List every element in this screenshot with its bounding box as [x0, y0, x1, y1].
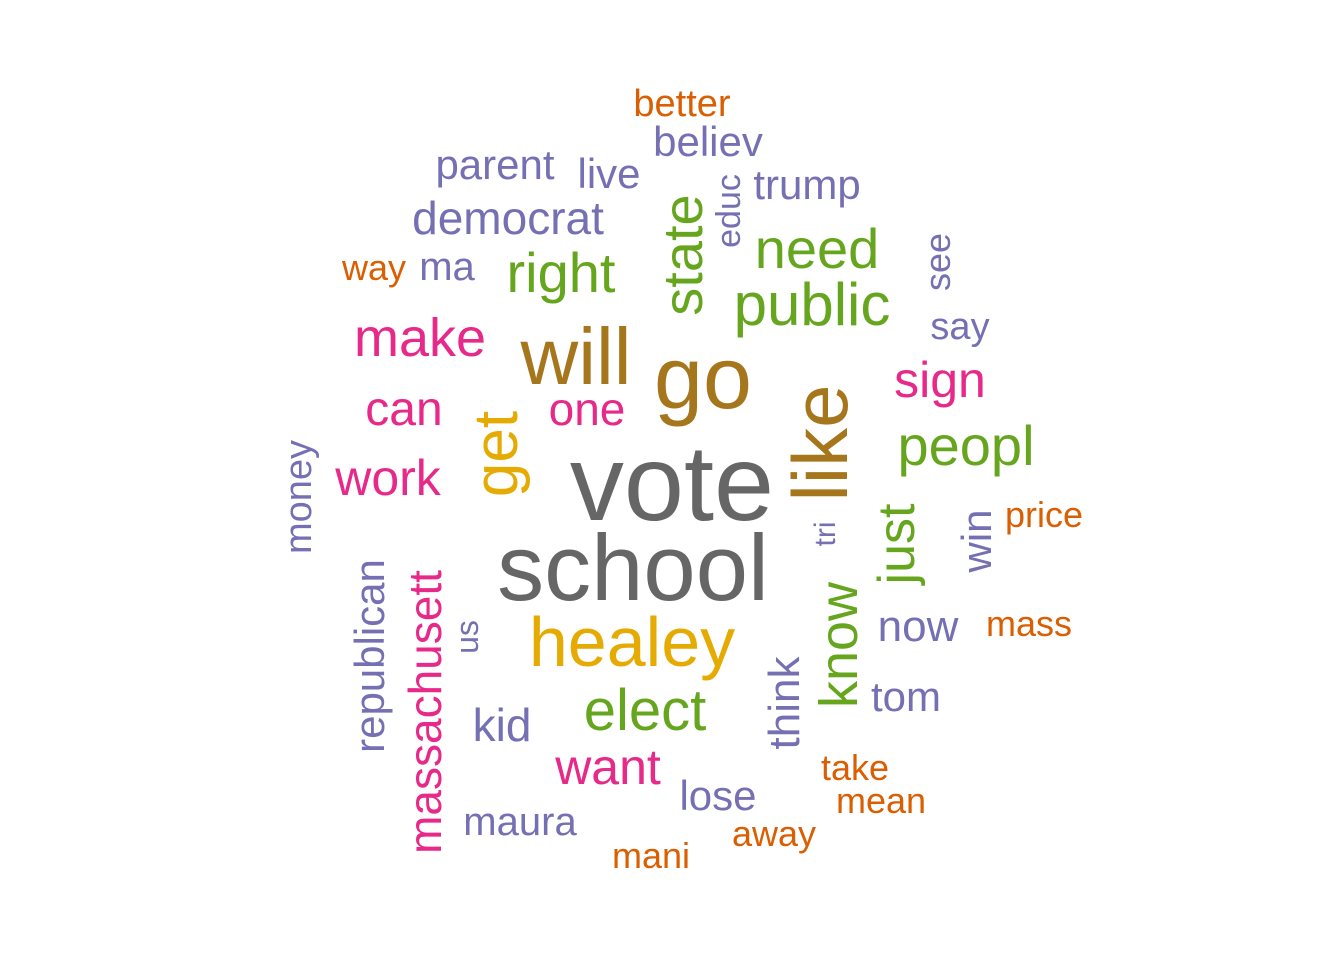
word-mani: mani [611, 835, 691, 876]
word-need: need [754, 217, 880, 280]
word-better: better [633, 83, 731, 125]
word-know: know [809, 581, 869, 709]
word-parent: parent [435, 141, 555, 188]
word-peopl: peopl [897, 414, 1035, 477]
word-go: go [654, 328, 752, 427]
word-elect: elect [583, 678, 707, 743]
word-public: public [733, 271, 891, 338]
word-republican: republican [346, 559, 393, 753]
word-win: win [953, 509, 1000, 573]
word-kid: kid [472, 699, 532, 751]
word-democrat: democrat [412, 192, 604, 244]
word-say: say [930, 306, 990, 348]
word-healey: healey [528, 603, 736, 681]
word-vote: vote [569, 422, 775, 543]
word-now: now [877, 602, 959, 651]
word-like: like [776, 384, 864, 502]
word-sign: sign [894, 352, 986, 408]
word-lose: lose [679, 772, 757, 819]
word-get: get [462, 410, 531, 498]
word-think: think [760, 656, 809, 750]
word-see: see [917, 232, 958, 292]
word-tri: tri [809, 521, 842, 547]
word-trump: trump [753, 161, 861, 208]
word-just: just [868, 503, 926, 585]
word-maura: maura [463, 800, 577, 844]
word-tom: tom [870, 673, 942, 720]
word-massachusett: massachusett [399, 570, 451, 854]
word-want: want [555, 739, 661, 795]
word-us: us [449, 620, 485, 654]
word-way: way [341, 247, 407, 288]
word-can: can [365, 383, 443, 436]
word-away: away [731, 813, 817, 854]
word-make: make [353, 308, 487, 368]
word-believ: believ [653, 118, 763, 165]
word-one: one [548, 383, 626, 435]
word-right: right [506, 241, 616, 304]
word-take: take [820, 747, 890, 788]
word-live: live [577, 150, 641, 197]
word-will: will [520, 312, 632, 401]
word-ma: ma [419, 245, 475, 289]
word-price: price [1004, 494, 1084, 535]
word-state: state [651, 194, 714, 316]
word-mean: mean [835, 780, 927, 821]
word-educ: educ [710, 174, 748, 248]
word-school: school [497, 515, 769, 620]
word-work: work [335, 450, 441, 506]
word-money: money [278, 439, 320, 555]
word-mass: mass [985, 603, 1073, 644]
